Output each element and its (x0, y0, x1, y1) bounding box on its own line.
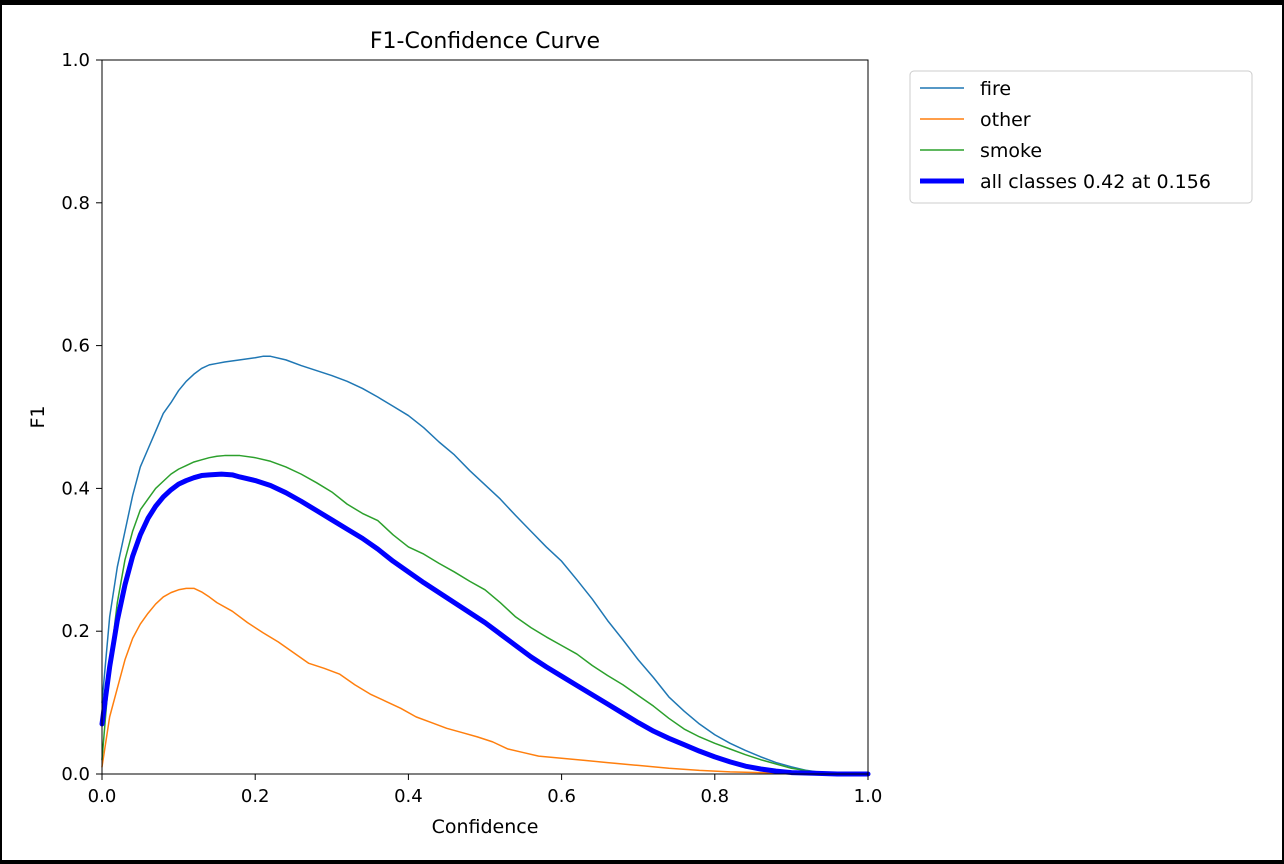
series-line-smoke (101, 454, 869, 775)
figure-canvas: 0.0 0.2 0.4 0.6 0.8 1.0 0.0 0.2 0.4 0.6 0.8 1.0 F1… (2, 5, 1282, 860)
legend-items: fire other smoke all classes 0.42 at 0.156 (920, 78, 1211, 193)
legend: fire other smoke all classes 0.42 at 0.156 (909, 70, 1253, 204)
series-line-other (101, 587, 793, 775)
x-tick-label: 0.2 (241, 786, 270, 807)
legend-label: other (980, 109, 1031, 131)
series-line-fire (101, 355, 869, 775)
y-axis-ticks: 0.0 0.2 0.4 0.6 0.8 1.0 (61, 50, 102, 785)
chart-title: F1-Confidence Curve (370, 29, 600, 54)
x-tick-label: 0.4 (394, 786, 423, 807)
x-axis-ticks: 0.0 0.2 0.4 0.6 0.8 1.0 (88, 774, 883, 807)
series-line-all (99, 471, 871, 777)
x-tick-label: 1.0 (854, 786, 883, 807)
legend-label: fire (980, 78, 1011, 100)
f1-confidence-chart: 0.0 0.2 0.4 0.6 0.8 1.0 0.0 0.2 0.4 0.6 0.8 1.0 F1… (2, 5, 1282, 860)
legend-label: smoke (980, 140, 1042, 162)
x-tick-label: 0.8 (700, 786, 729, 807)
axes-frame (101, 59, 869, 775)
y-tick-label: 0.6 (61, 336, 90, 357)
y-tick-label: 1.0 (61, 50, 90, 71)
y-tick-label: 0.2 (61, 621, 90, 642)
y-tick-label: 0.0 (61, 764, 90, 785)
y-axis-label: F1 (27, 405, 49, 428)
y-tick-label: 0.8 (61, 193, 90, 214)
x-tick-label: 0.0 (88, 786, 117, 807)
legend-label: all classes 0.42 at 0.156 (980, 171, 1211, 193)
plot-curves (99, 355, 871, 777)
y-tick-label: 0.4 (61, 478, 90, 499)
x-axis-label: Confidence (432, 816, 539, 838)
legend-box (909, 70, 1253, 204)
x-tick-label: 0.6 (547, 786, 576, 807)
